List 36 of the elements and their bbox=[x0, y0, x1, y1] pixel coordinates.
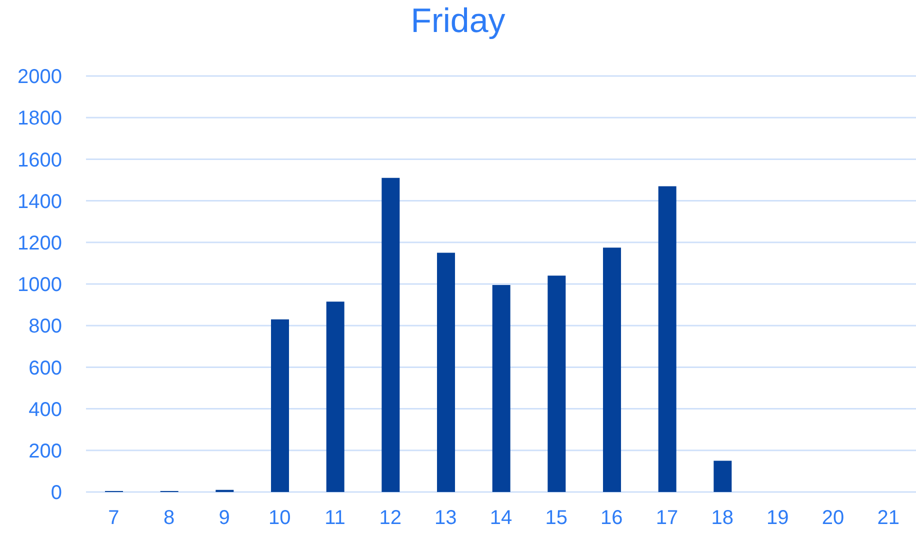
x-tick-label: 20 bbox=[822, 507, 844, 530]
y-tick-label: 2000 bbox=[18, 66, 62, 88]
x-tick-label: 13 bbox=[434, 507, 457, 530]
bar bbox=[603, 248, 621, 492]
x-tick-label: 9 bbox=[218, 507, 230, 530]
x-tick-label: 14 bbox=[490, 507, 512, 530]
y-tick-label: 600 bbox=[28, 357, 62, 380]
x-tick-label: 18 bbox=[711, 507, 734, 530]
x-tick-label: 17 bbox=[656, 507, 678, 530]
bar bbox=[382, 178, 400, 492]
y-tick-label: 200 bbox=[28, 440, 62, 462]
y-tick-label: 400 bbox=[28, 398, 62, 421]
y-tick-label: 0 bbox=[50, 482, 62, 504]
y-tick-label: 800 bbox=[28, 316, 62, 338]
y-tick-label: 1000 bbox=[18, 274, 62, 296]
x-tick-label: 21 bbox=[877, 507, 900, 530]
bar bbox=[492, 285, 510, 492]
x-tick-label: 15 bbox=[545, 507, 568, 530]
bar bbox=[548, 276, 566, 492]
x-tick-label: 11 bbox=[324, 507, 346, 530]
chart-title: Friday bbox=[410, 2, 506, 41]
y-tick-label: 1600 bbox=[18, 149, 62, 172]
bar bbox=[326, 302, 344, 492]
x-tick-label: 16 bbox=[600, 507, 623, 530]
bar bbox=[658, 186, 676, 492]
bar bbox=[714, 460, 732, 492]
x-tick-label: 10 bbox=[268, 507, 291, 530]
bar bbox=[271, 319, 289, 492]
x-tick-label: 8 bbox=[163, 507, 175, 530]
x-tick-label: 7 bbox=[108, 507, 120, 530]
bar bbox=[437, 252, 455, 492]
y-tick-label: 1400 bbox=[18, 190, 62, 213]
y-tick-label: 1800 bbox=[18, 108, 62, 130]
y-tick-label: 1200 bbox=[18, 232, 62, 254]
x-tick-label: 19 bbox=[766, 507, 789, 530]
x-tick-label: 12 bbox=[379, 507, 402, 530]
